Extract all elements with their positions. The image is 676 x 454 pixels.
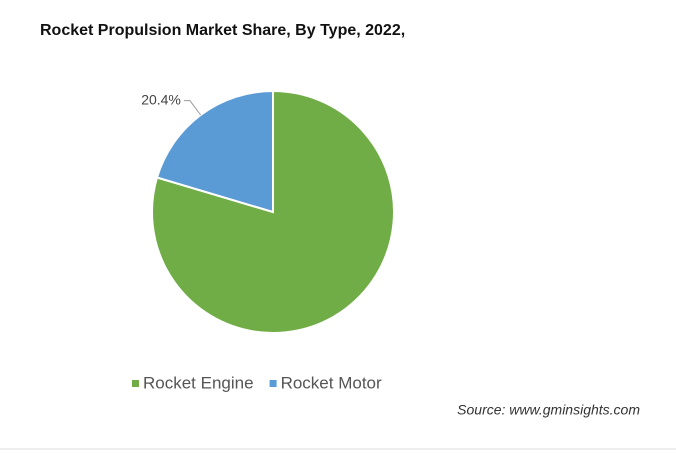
data-label: 20.4% xyxy=(141,91,181,107)
legend-swatch xyxy=(132,380,139,387)
legend-label: Rocket Motor xyxy=(281,373,382,392)
pie-slice xyxy=(155,89,274,214)
leader-line xyxy=(183,100,202,116)
source-note: Source: www.gminsights.com xyxy=(457,402,640,418)
legend-swatch xyxy=(269,380,277,387)
chart-title: Rocket Propulsion Market Share, By Type,… xyxy=(40,22,405,39)
legend-label: Rocket Engine xyxy=(143,373,254,392)
